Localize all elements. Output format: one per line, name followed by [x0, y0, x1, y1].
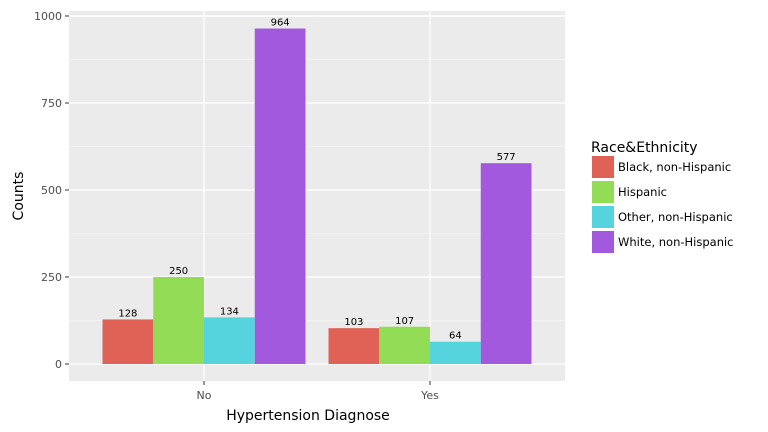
- bar: [480, 163, 532, 364]
- y-tick-label: 750: [41, 97, 62, 110]
- bars-layer: 128 250 134 964 103 107 64 577: [102, 18, 532, 364]
- legend-swatch: [592, 206, 614, 228]
- bar: [153, 277, 204, 364]
- legend-label: Other, non-Hispanic: [618, 210, 733, 224]
- bar: [102, 319, 154, 364]
- x-tick-label: Yes: [420, 389, 439, 402]
- x-tick-label: No: [197, 389, 212, 402]
- y-axis: 0 250 500 750 1000: [34, 10, 69, 371]
- legend-label: White, non-Hispanic: [618, 235, 734, 249]
- y-tick-label: 0: [55, 358, 62, 371]
- y-tick-label: 250: [41, 271, 62, 284]
- bar-value-label: 107: [395, 316, 414, 327]
- y-axis-title: Counts: [11, 172, 27, 221]
- bar: [379, 326, 430, 364]
- bar: [328, 328, 380, 364]
- legend-swatch: [592, 156, 614, 178]
- bar: [254, 28, 306, 364]
- bar-value-label: 103: [344, 317, 363, 328]
- y-tick-label: 500: [41, 184, 62, 197]
- legend-label: Black, non-Hispanic: [618, 160, 731, 174]
- bar: [430, 341, 481, 364]
- x-axis: No Yes: [197, 381, 439, 402]
- x-axis-title: Hypertension Diagnose: [226, 408, 390, 424]
- y-tick-label: 1000: [34, 10, 62, 23]
- bar-value-label: 577: [497, 152, 516, 163]
- bar-value-label: 134: [220, 306, 239, 317]
- legend: Race&Ethnicity Black, non-Hispanic Hispan…: [591, 140, 734, 253]
- legend-swatch: [592, 231, 614, 253]
- legend-swatch: [592, 181, 614, 203]
- bar: [204, 317, 255, 364]
- bar-value-label: 250: [169, 266, 188, 277]
- legend-label: Hispanic: [618, 185, 667, 199]
- legend-title: Race&Ethnicity: [591, 140, 698, 156]
- bar-value-label: 128: [118, 308, 137, 319]
- bar-value-label: 64: [449, 331, 462, 342]
- bar-value-label: 964: [271, 18, 290, 29]
